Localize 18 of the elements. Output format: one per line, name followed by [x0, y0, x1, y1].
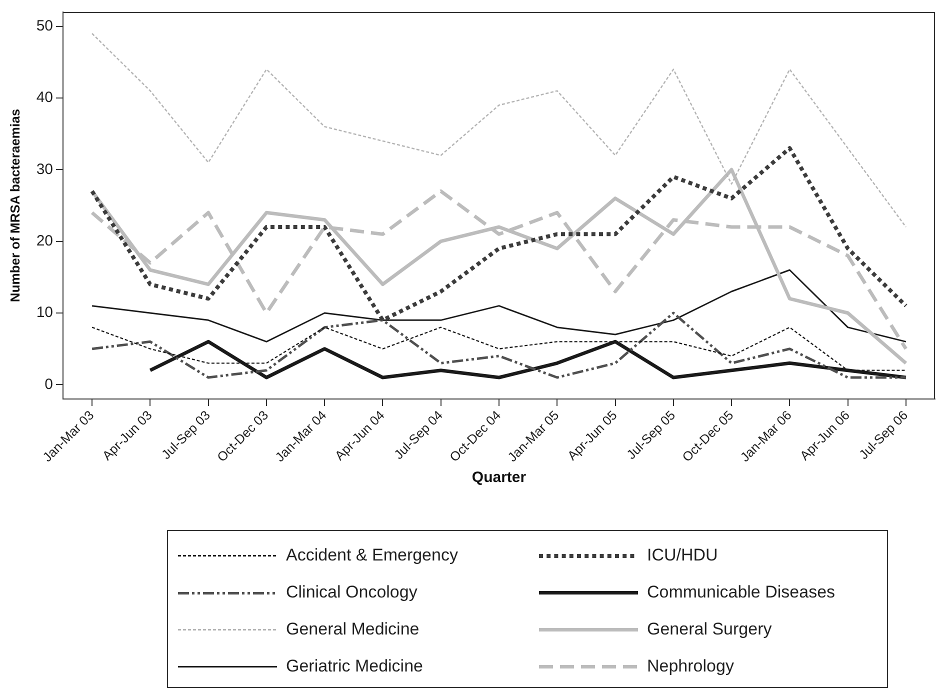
- legend-label: Clinical Oncology: [286, 582, 418, 602]
- legend-label: Communicable Diseases: [647, 582, 836, 602]
- y-tick-label: 20: [36, 232, 53, 250]
- legend-label: Nephrology: [647, 656, 734, 676]
- x-axis-title: Quarter: [472, 469, 526, 486]
- legend-label: Accident & Emergency: [286, 546, 458, 565]
- y-tick-label: 30: [36, 160, 53, 178]
- y-tick-label: 40: [36, 89, 53, 106]
- legend-label: Geriatric Medicine: [286, 656, 423, 676]
- y-tick-label: 50: [36, 17, 53, 34]
- y-tick-label: 10: [36, 304, 53, 322]
- line-series: [90, 146, 908, 322]
- y-tick-label: 0: [44, 376, 53, 393]
- legend-label: General Surgery: [647, 620, 772, 639]
- legend-label: General Medicine: [286, 620, 420, 639]
- line-series: [90, 312, 908, 379]
- legend-label: ICU/HDU: [647, 546, 718, 565]
- y-axis-title: Number of MRSA bacteraemias: [7, 108, 22, 302]
